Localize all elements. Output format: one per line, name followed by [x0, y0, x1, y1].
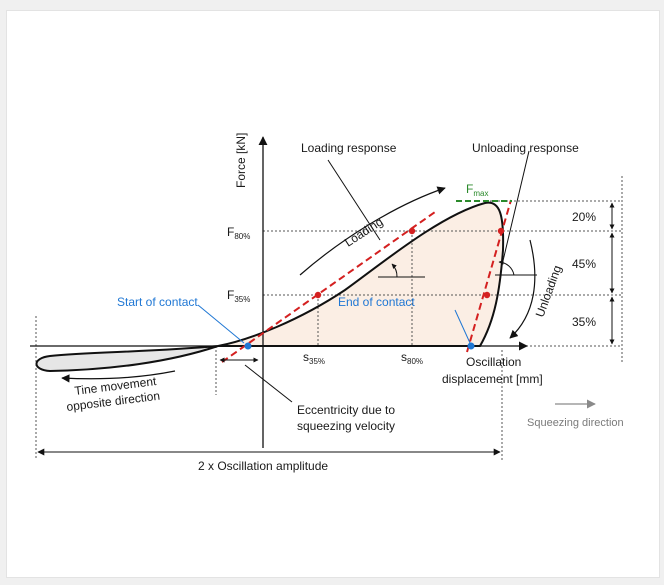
band-45-label: 45%	[572, 257, 596, 271]
end-contact-leader	[454, 309, 471, 344]
eccentricity-leader	[244, 364, 293, 403]
eccentricity-line2: squeezing velocity	[297, 419, 395, 433]
unloading-arrow	[509, 239, 536, 339]
unloading-fit-line	[466, 199, 512, 353]
eccentricity-line1: Eccentricity due to	[297, 403, 395, 417]
diagram-card	[6, 10, 660, 578]
start-contact-leader	[197, 304, 245, 344]
hysteresis-curve	[35, 201, 505, 373]
x-axis-label-line1: Oscillation	[466, 355, 521, 369]
unloading-response-label: Unloading response	[472, 141, 579, 155]
point-f35-loading	[314, 291, 322, 299]
squeezing-direction-label: Squeezing direction	[527, 417, 624, 429]
loading-arrow	[299, 186, 446, 276]
loading-response-leader	[327, 159, 381, 241]
point-f35-unloading	[483, 291, 491, 299]
loading-response-label: Loading response	[301, 141, 397, 155]
f35-label: F35%	[227, 288, 250, 304]
end-of-contact-label: End of contact	[338, 295, 415, 309]
s80-label: s80%	[401, 350, 423, 366]
x-axis-label-line2: displacement [mm]	[442, 372, 543, 386]
tine-movement-arrow	[61, 370, 176, 383]
point-f80-loading	[408, 227, 416, 235]
point-f80-unloading	[497, 227, 505, 235]
negative-lobe-fill	[36, 346, 218, 371]
band-20-label: 20%	[572, 210, 596, 224]
oscillation-amplitude-label: 2 x Oscillation amplitude	[198, 459, 328, 473]
start-of-contact-label: Start of contact	[117, 295, 198, 309]
f80-label: F80%	[227, 225, 250, 241]
s35-label: s35%	[303, 350, 325, 366]
unloading-label: Unloading	[533, 263, 565, 319]
point-end-of-contact	[467, 342, 475, 350]
band-35-label: 35%	[572, 315, 596, 329]
fmax-label: Fmax	[466, 182, 488, 198]
unloading-angle-arc	[498, 259, 515, 276]
unloading-response-leader	[501, 150, 530, 266]
loading-label: Loading	[342, 215, 385, 250]
loading-angle-arc	[391, 263, 398, 278]
point-start-of-contact	[244, 342, 252, 350]
loading-loop-fill	[218, 202, 504, 346]
y-axis-label: Force [kN]	[234, 133, 248, 188]
